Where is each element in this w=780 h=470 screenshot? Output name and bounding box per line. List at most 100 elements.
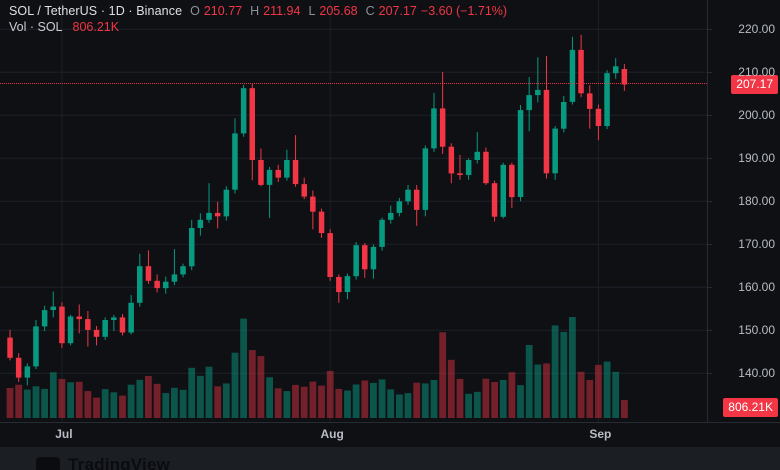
candle-body <box>206 212 212 220</box>
volume-bar <box>370 382 377 418</box>
time-axis-label: Jul <box>55 427 73 441</box>
volume-bar <box>171 387 178 418</box>
candle-body <box>552 128 558 174</box>
legend-row-symbol: SOL / TetherUS · 1D · Binance O 210.77 H… <box>9 3 507 19</box>
volume-bar <box>127 384 135 418</box>
volume-bar <box>387 389 395 418</box>
candle-body <box>621 69 628 85</box>
volume-bar <box>560 331 568 418</box>
volume-bar <box>15 384 23 418</box>
tradingview-logo-text[interactable]: TradingView <box>68 455 171 470</box>
candle-body <box>154 280 160 289</box>
volume-bar <box>41 388 48 418</box>
candle-body <box>388 212 394 220</box>
volume-bar <box>447 359 455 418</box>
candle-body <box>578 49 584 94</box>
volume-bar <box>75 381 83 418</box>
candle-body <box>439 108 446 147</box>
volume-bar <box>499 380 507 418</box>
price-axis-tick <box>708 244 712 246</box>
candle-body <box>569 49 576 102</box>
candle-body <box>422 148 429 210</box>
high-label: H <box>250 4 260 18</box>
price-axis-label: 200.00 <box>738 108 775 123</box>
time-axis-label: Aug <box>320 427 344 441</box>
volume-bar <box>222 383 230 418</box>
candle-body <box>59 306 65 344</box>
candle-body <box>465 160 472 175</box>
price-axis[interactable]: 207.17 806.21K 220.00 210.00 200.00 190.00 1… <box>707 0 780 446</box>
volume-bar <box>396 394 403 418</box>
candle-body <box>353 245 359 277</box>
open-value: 210.77 <box>203 4 243 18</box>
candlestick-plot[interactable] <box>0 0 780 446</box>
candle-body <box>327 233 333 277</box>
volume-bar <box>326 370 334 418</box>
candle-body <box>491 183 498 217</box>
candle-body <box>15 357 22 378</box>
volume-bar <box>248 350 256 418</box>
volume-bar <box>473 391 481 418</box>
price-axis-tick <box>708 373 712 375</box>
volume-bar <box>534 364 542 418</box>
volume-bar <box>577 371 585 418</box>
price-axis-tick <box>708 29 712 31</box>
candle-body <box>284 160 290 178</box>
volume-bar <box>49 372 57 418</box>
price-axis-tick <box>708 330 712 332</box>
price-axis-label: 150.00 <box>738 323 775 338</box>
volume-bar <box>119 395 126 418</box>
close-value: 207.17 <box>378 4 417 18</box>
candle-body <box>33 326 39 367</box>
time-axis[interactable]: Jul Aug Sep <box>0 422 780 448</box>
volume-bar <box>274 388 282 418</box>
legend-row-volume: Vol · SOL 806.21K <box>9 19 507 35</box>
candle-body <box>128 302 134 333</box>
volume-bar <box>525 345 533 418</box>
candle-body <box>362 245 368 270</box>
volume-bar <box>266 377 273 418</box>
candle-body <box>301 184 307 197</box>
volume-bar <box>508 372 516 418</box>
volume-value: 806.21K <box>72 20 120 34</box>
candle-body <box>171 274 178 282</box>
volume-bar <box>491 382 498 418</box>
candle-body <box>379 219 385 247</box>
volume-bar <box>84 391 92 418</box>
volume-bar <box>179 389 187 418</box>
candle-body <box>266 169 273 185</box>
volume-bar <box>352 384 360 418</box>
chart-pane[interactable]: SOL / TetherUS · 1D · Binance O 210.77 H… <box>0 0 780 448</box>
volume-bar <box>612 371 620 418</box>
tradingview-logo-icon[interactable] <box>36 457 60 470</box>
candle-body <box>180 266 186 275</box>
candle-body <box>249 88 255 160</box>
volume-study-label[interactable]: Vol · SOL <box>9 20 63 34</box>
candle-body <box>240 88 247 134</box>
candle-body <box>336 277 342 293</box>
legend[interactable]: SOL / TetherUS · 1D · Binance O 210.77 H… <box>9 3 507 35</box>
volume-bar <box>404 393 412 418</box>
candle-body <box>509 164 515 198</box>
volume-bar <box>482 378 490 418</box>
volume-bar <box>621 400 628 418</box>
candle-body <box>448 146 455 174</box>
volume-bar <box>456 378 464 418</box>
volume-bar <box>586 380 594 418</box>
candle-body <box>223 189 230 217</box>
volume-bar <box>231 352 239 418</box>
volume-bar <box>595 364 602 418</box>
candle-body <box>587 93 593 109</box>
volume-bar <box>283 391 291 418</box>
volume-bar <box>110 392 118 418</box>
high-value: 211.94 <box>263 4 301 18</box>
volume-bar <box>93 397 100 418</box>
candle-body <box>197 219 204 228</box>
candle-body <box>275 169 281 178</box>
price-axis-tick <box>708 72 712 74</box>
volume-bar <box>378 379 386 418</box>
price-axis-tick <box>708 201 712 203</box>
volume-bar <box>603 361 611 418</box>
symbol-title[interactable]: SOL / TetherUS · 1D · Binance <box>9 4 183 18</box>
